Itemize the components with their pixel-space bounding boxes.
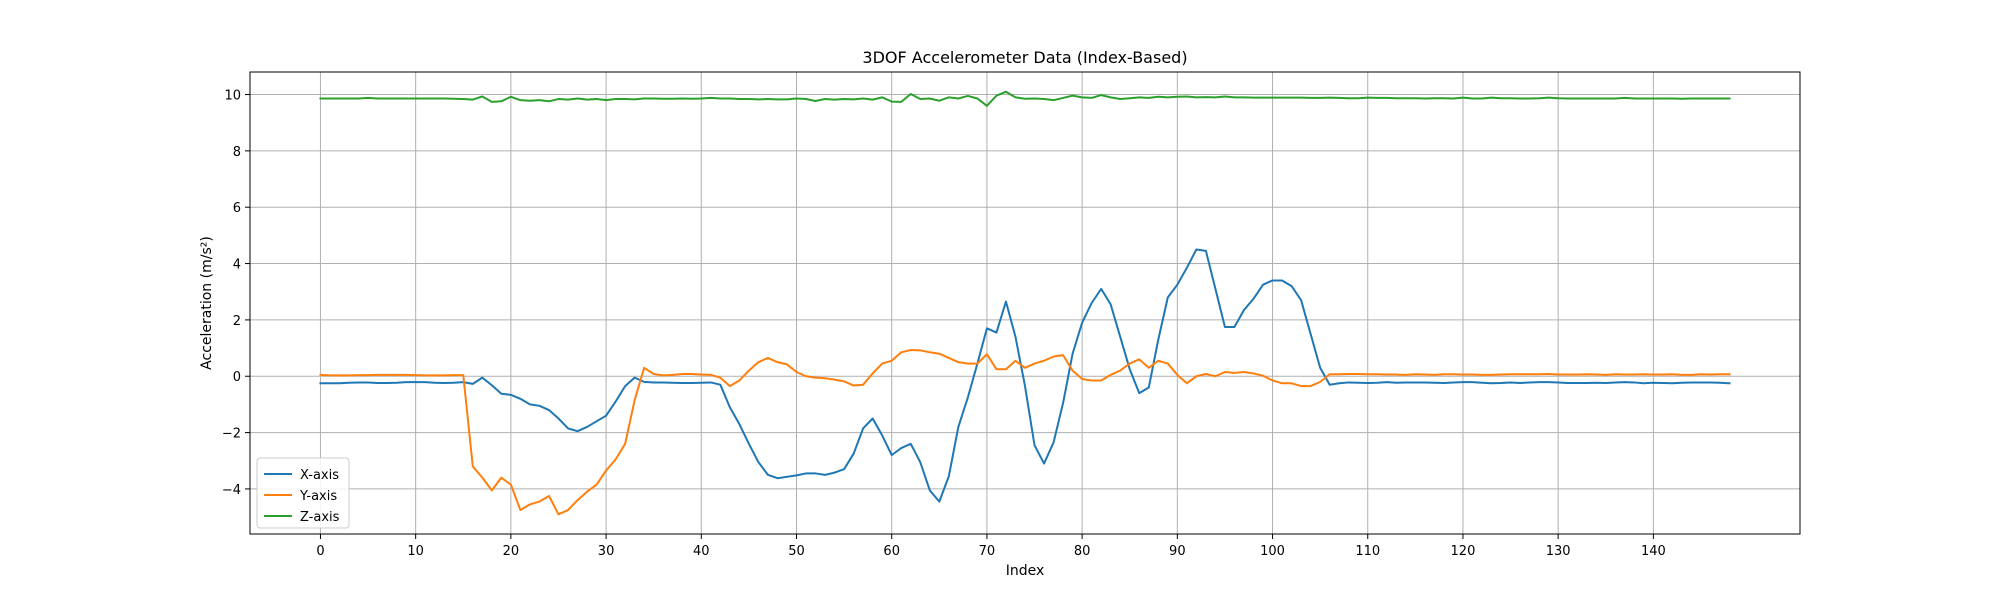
x-tick-label: 120 [1451, 544, 1476, 559]
legend-box [256, 457, 350, 529]
legend-label-x-axis: X-axis [300, 468, 339, 483]
x-tick-label: 130 [1546, 544, 1571, 559]
x-tick-label: 20 [503, 544, 520, 559]
legend-label-z-axis: Z-axis [300, 510, 340, 525]
series-line-z-axis [319, 90, 1731, 107]
y-tick-label: 2 [233, 314, 241, 329]
x-tick-label: 40 [693, 544, 710, 559]
x-tick-label: 60 [883, 544, 900, 559]
y-tick-label: 6 [233, 201, 241, 216]
x-tick-label: 100 [1260, 544, 1285, 559]
y-tick-label: 8 [233, 145, 241, 160]
x-axis-ticks: 0 10 20 30 40 50 60 70 80 90 100 110 120 130 140 [316, 534, 1666, 559]
series-line-y-axis [319, 349, 1731, 516]
x-tick-label: 90 [1169, 544, 1186, 559]
y-tick-label: −4 [222, 483, 241, 498]
x-tick-label: 110 [1355, 544, 1380, 559]
y-tick-label: 10 [224, 89, 241, 104]
series-line-x-axis [319, 248, 1731, 503]
legend-label-y-axis: Y-axis [299, 489, 337, 504]
y-tick-label: 4 [233, 258, 241, 273]
plot-area [250, 72, 1800, 534]
x-tick-label: 80 [1074, 544, 1091, 559]
y-tick-label: 0 [233, 370, 241, 385]
plot-frame [249, 71, 1801, 535]
x-tick-label: 50 [788, 544, 805, 559]
series-lines [319, 90, 1731, 516]
x-tick-label: 70 [979, 544, 996, 559]
x-axis-label: Index [1006, 563, 1045, 579]
legend: X-axis Y-axis Z-axis [256, 457, 350, 529]
chart-title: 3DOF Accelerometer Data (Index-Based) [862, 48, 1187, 67]
x-tick-label: 30 [598, 544, 615, 559]
x-tick-label: 0 [316, 544, 324, 559]
y-axis-label: Acceleration (m/s²) [199, 236, 215, 370]
x-tick-label: 10 [407, 544, 424, 559]
y-axis-ticks: −4 −2 0 2 4 6 8 10 [222, 89, 250, 498]
x-tick-label: 140 [1641, 544, 1666, 559]
grid-lines [250, 72, 1800, 534]
y-tick-label: −2 [222, 427, 241, 442]
